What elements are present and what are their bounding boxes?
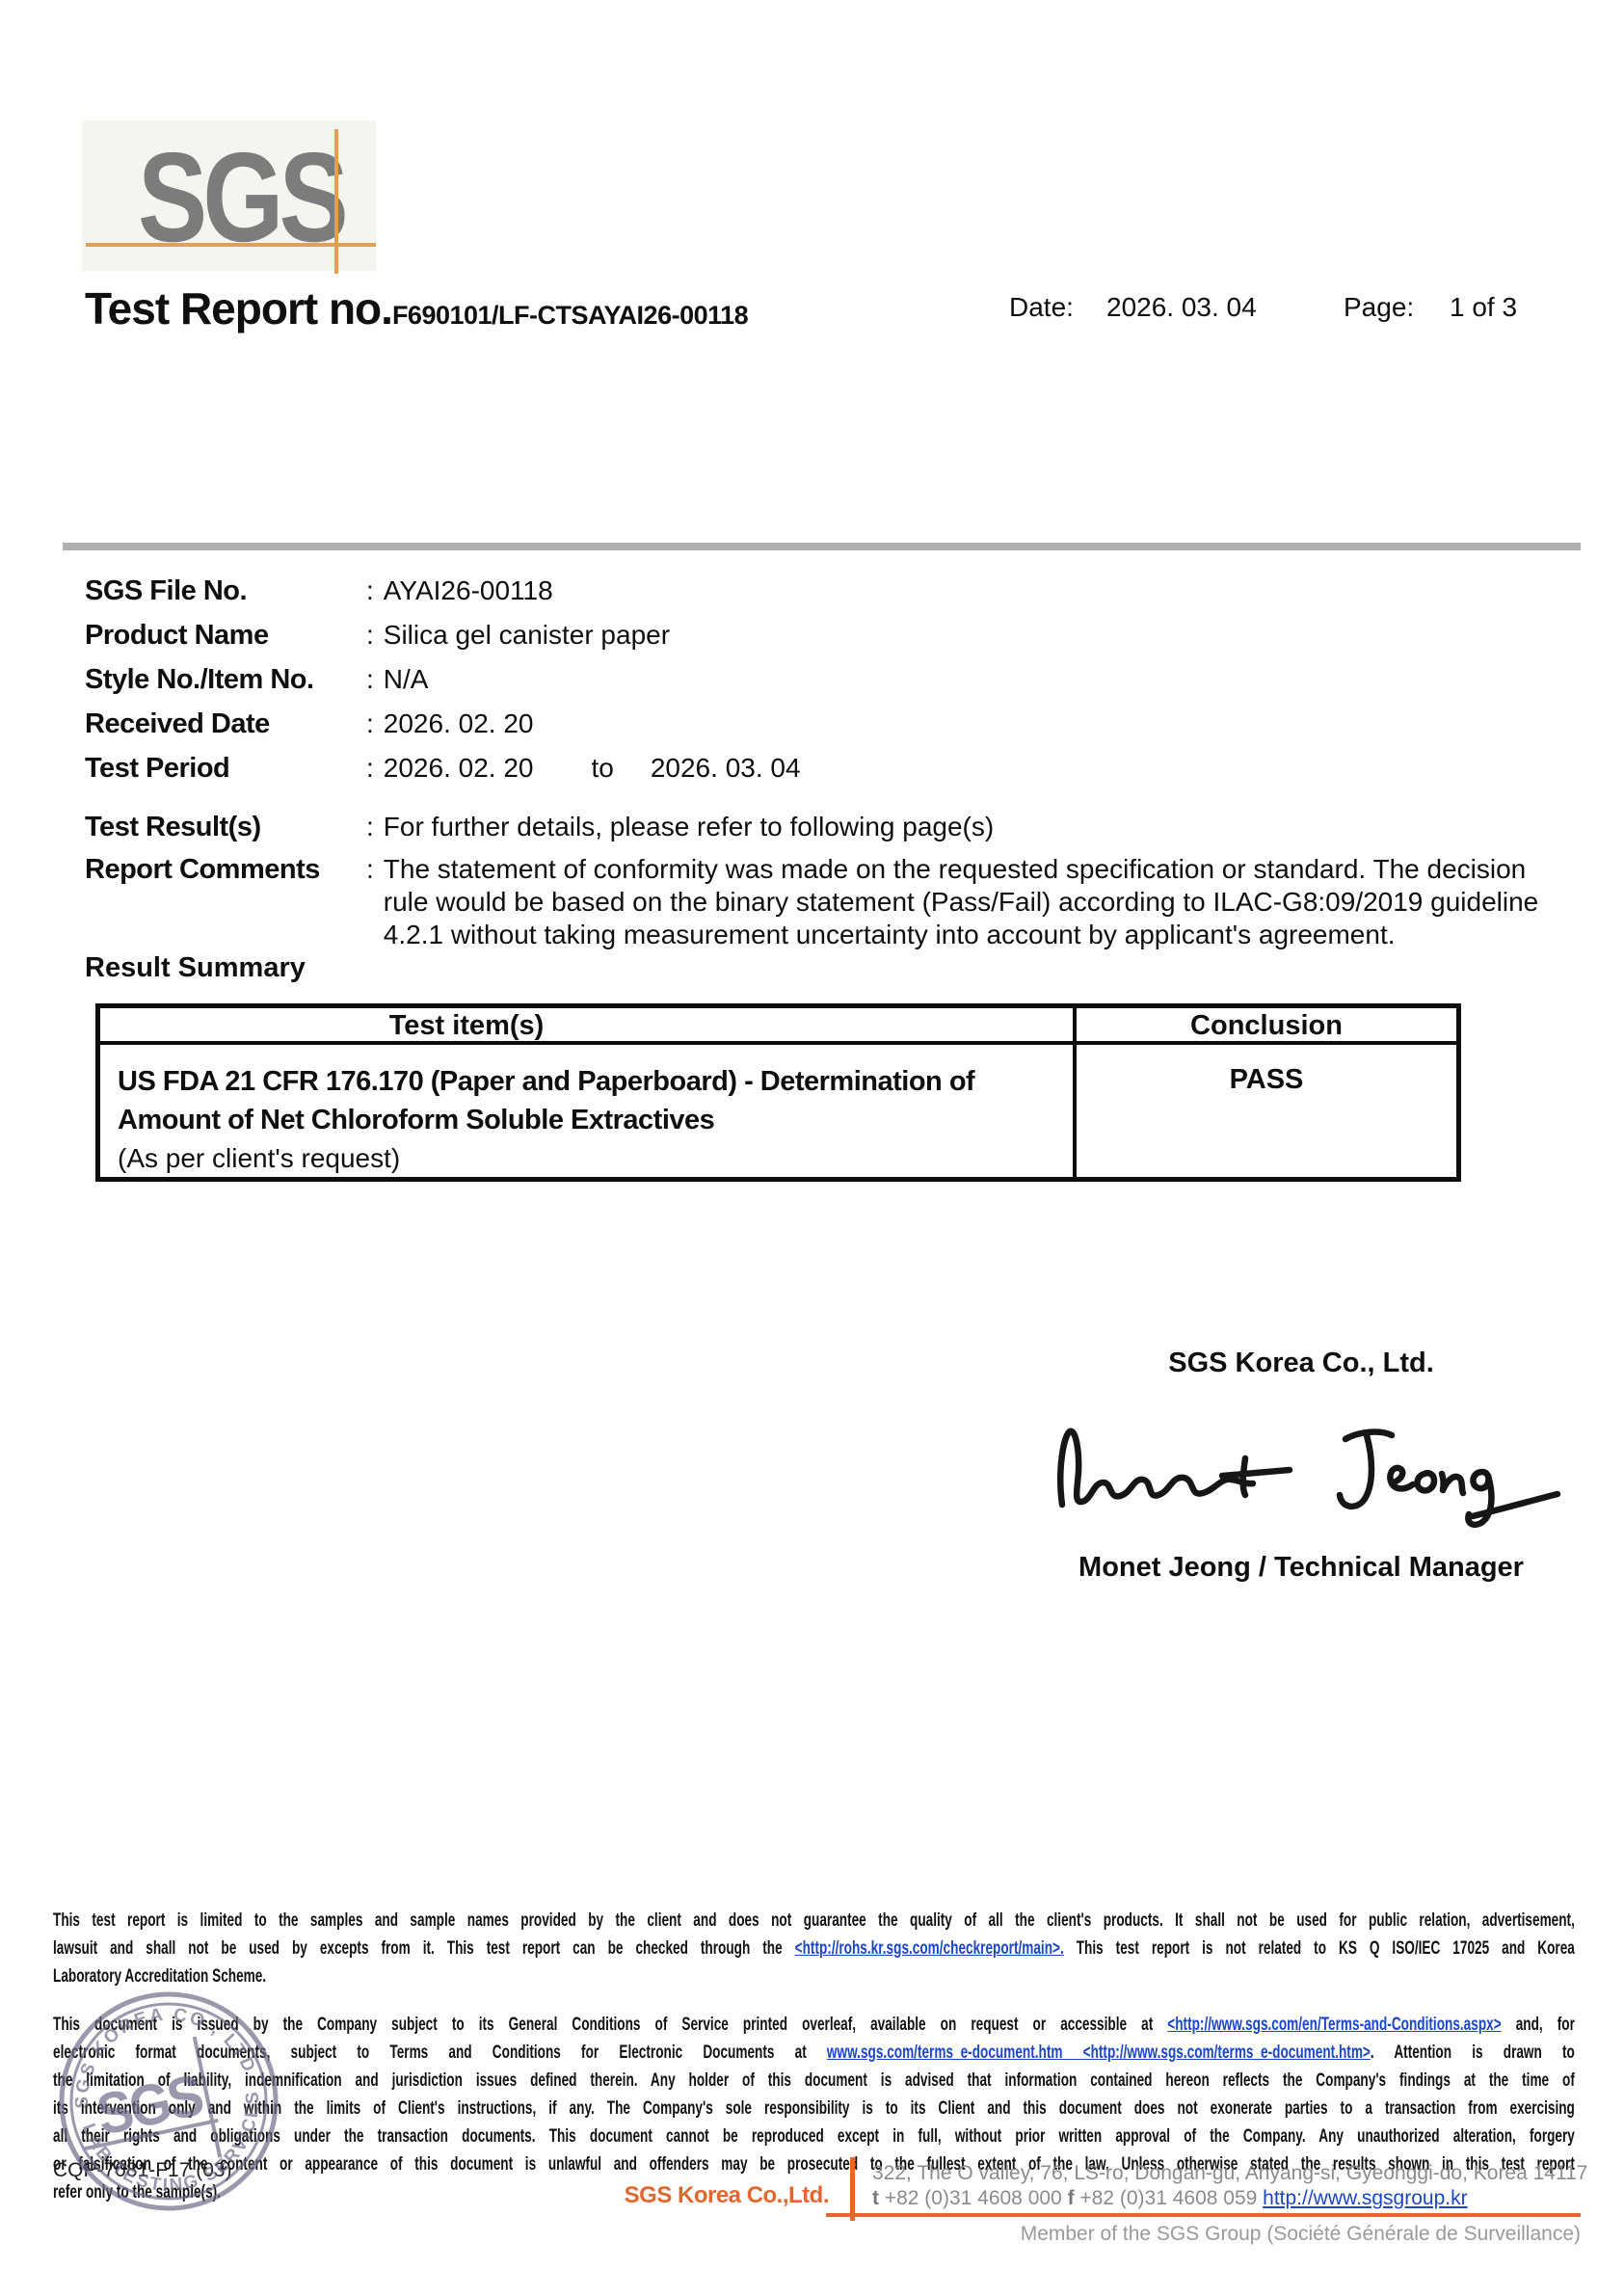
page-title: Test Report no. (85, 283, 393, 334)
text-line: Laboratory Accreditation Scheme. (53, 1962, 1575, 1990)
text-segment: all their rights and obligations under t… (53, 2125, 1575, 2147)
text-segment: . Attention is drawn to (1370, 2042, 1575, 2063)
info-label: Received Date (85, 708, 270, 739)
info-label: Style No./Item No. (85, 664, 314, 695)
text-segment: This test report is limited to the sampl… (53, 1909, 1575, 1931)
footer-address: 322, The O valley, 76, LS-ro, Dongan-gu,… (872, 2162, 1588, 2184)
text-line: rule would be based on the binary statem… (383, 887, 1539, 917)
info-label: Test Period (85, 753, 230, 784)
info-label: Test Result(s) (85, 812, 261, 842)
info-value: :2026. 02. 20 (366, 708, 534, 738)
date-value: 2026. 03. 04 (1106, 292, 1257, 322)
table-header-conclusion: Conclusion (1190, 1010, 1343, 1041)
report-info-section: SGS File No. : AYAI26-00118 Product Name … (85, 576, 1588, 798)
text-segment: This test report is not related to KS Q … (1063, 1937, 1575, 1959)
info-row-style-no: Style No./Item No. : N/A (85, 664, 1588, 695)
section-divider (63, 543, 1581, 550)
footer-divider-bar (850, 2157, 855, 2221)
test-item-title: US FDA 21 CFR 176.170 (Paper and Paperbo… (118, 1062, 1073, 1139)
inline-link[interactable]: <http://rohs.kr.sgs.com/checkreport/main… (794, 1937, 1064, 1959)
text-segment: +82 (0)31 4608 059 (1074, 2187, 1264, 2209)
sgs-logo: SGS (82, 120, 376, 274)
info-row-product-name: Product Name : Silica gel canister paper (85, 620, 1588, 651)
text-segment: lawsuit and shall not be used by excepts… (53, 1937, 795, 1959)
info-value: :2026. 02. 20 to 2026. 03. 04 (366, 753, 801, 783)
report-title-row: Test Report no. F690101/LF-CTSAYAI26-001… (85, 282, 749, 334)
text-line: This test report is limited to the sampl… (53, 1907, 1575, 1935)
disclaimer-paragraph-1: This test report is limited to the sampl… (53, 1907, 1575, 1990)
table-row: US FDA 21 CFR 176.170 (Paper and Paperbo… (100, 1045, 1456, 1178)
text-line: This document is issued by the Company s… (53, 2011, 1575, 2039)
info-value: : N/A (366, 664, 429, 694)
inline-link[interactable]: http://www.sgsgroup.kr (1263, 2187, 1468, 2209)
text-segment: its intervention only and within the lim… (53, 2097, 1575, 2119)
info-value: : AYAI26-00118 (366, 575, 553, 605)
text-line: the limitation of liability, indemnifica… (53, 2067, 1575, 2095)
table-header-test-items: Test item(s) (100, 1008, 1077, 1041)
form-code: CQP-7081-F17 (03) (53, 2159, 232, 2181)
footer-member-note: Member of the SGS Group (Société Général… (1020, 2223, 1581, 2245)
footer-orange-rule (826, 2213, 1581, 2217)
info-label: Report Comments (85, 854, 320, 885)
report-number: F690101/LF-CTSAYAI26-00118 (391, 301, 749, 330)
page-value: 1 of 3 (1450, 292, 1518, 322)
info-label: Product Name (85, 620, 269, 651)
info-row-test-result: Test Result(s) : For further details, ple… (85, 812, 995, 842)
text-segment: refer only to the sample(s). (53, 2181, 221, 2203)
test-item-note: (As per client's request) (118, 1143, 401, 1173)
footer-phone: t +82 (0)31 4608 000 f +82 (0)31 4608 05… (872, 2187, 1468, 2210)
info-label: SGS File No. (85, 575, 248, 606)
page-label: Page: (1344, 292, 1415, 322)
text-segment: This document is issued by the Company s… (53, 2014, 1168, 2035)
logo-crosshair-horizontal (86, 243, 376, 247)
text-line: or falsification of the content or appea… (53, 2150, 1575, 2178)
text-line: electronic format documents, subject to … (53, 2039, 1575, 2067)
date-label: Date: (1009, 292, 1074, 322)
logo-crosshair-vertical (334, 129, 338, 274)
text-segment: f (1067, 2187, 1075, 2209)
info-row-sgs-file-no: SGS File No. : AYAI26-00118 (85, 575, 1588, 606)
inline-link[interactable]: www.sgs.com/terms_e-document.htm <http:/… (826, 2042, 1371, 2063)
info-row-received-date: Received Date :2026. 02. 20 (85, 708, 1588, 739)
result-summary-heading: Result Summary (85, 952, 306, 983)
text-line: all their rights and obligations under t… (53, 2122, 1575, 2150)
conclusion-cell: PASS (1229, 1064, 1304, 1095)
text-segment: the limitation of liability, indemnifica… (53, 2069, 1575, 2091)
sgs-logo-text: SGS (138, 126, 349, 268)
text-segment: Laboratory Accreditation Scheme. (53, 1965, 267, 1987)
text-segment: t (872, 2187, 879, 2209)
report-comments-text: The statement of conformity was made on … (384, 853, 1538, 951)
text-line: lawsuit and shall not be used by excepts… (53, 1935, 1575, 1962)
info-value: : Silica gel canister paper (366, 620, 671, 650)
info-row-test-period: Test Period :2026. 02. 20 to 2026. 03. 04 (85, 753, 1588, 784)
text-line: 4.2.1 without taking measurement uncerta… (383, 920, 1396, 949)
report-comments-row: Report Comments : The statement of confo… (85, 853, 1539, 951)
signature-company: SGS Korea Co., Ltd. (1168, 1348, 1434, 1378)
text-line: its intervention only and within the lim… (53, 2095, 1575, 2122)
table-header-row: Test item(s) Conclusion (100, 1008, 1456, 1045)
text-segment: and, for (1501, 2014, 1575, 2035)
test-item-cell: US FDA 21 CFR 176.170 (Paper and Paperbo… (100, 1045, 1077, 1178)
text-line: Amount of Net Chloroform Soluble Extract… (118, 1105, 715, 1135)
info-value: : For further details, please refer to fo… (366, 812, 995, 841)
text-segment: +82 (0)31 4608 000 (879, 2187, 1068, 2209)
signature-image (1057, 1428, 1561, 1528)
text-segment: or falsification of the content or appea… (53, 2153, 1575, 2175)
signer-name: Monet Jeong / Technical Manager (1078, 1552, 1524, 1583)
disclaimer-paragraph-2: This document is issued by the Company s… (53, 2011, 1575, 2206)
text-line: The statement of conformity was made on … (383, 854, 1527, 884)
text-line: US FDA 21 CFR 176.170 (Paper and Paperbo… (118, 1066, 975, 1097)
footer-company: SGS Korea Co.,Ltd. (624, 2182, 830, 2208)
inline-link[interactable]: <http://www.sgs.com/en/Terms-and-Conditi… (1167, 2014, 1502, 2035)
text-segment: electronic format documents, subject to … (53, 2042, 827, 2063)
result-summary-table: Test item(s) Conclusion US FDA 21 CFR 17… (95, 1003, 1461, 1182)
